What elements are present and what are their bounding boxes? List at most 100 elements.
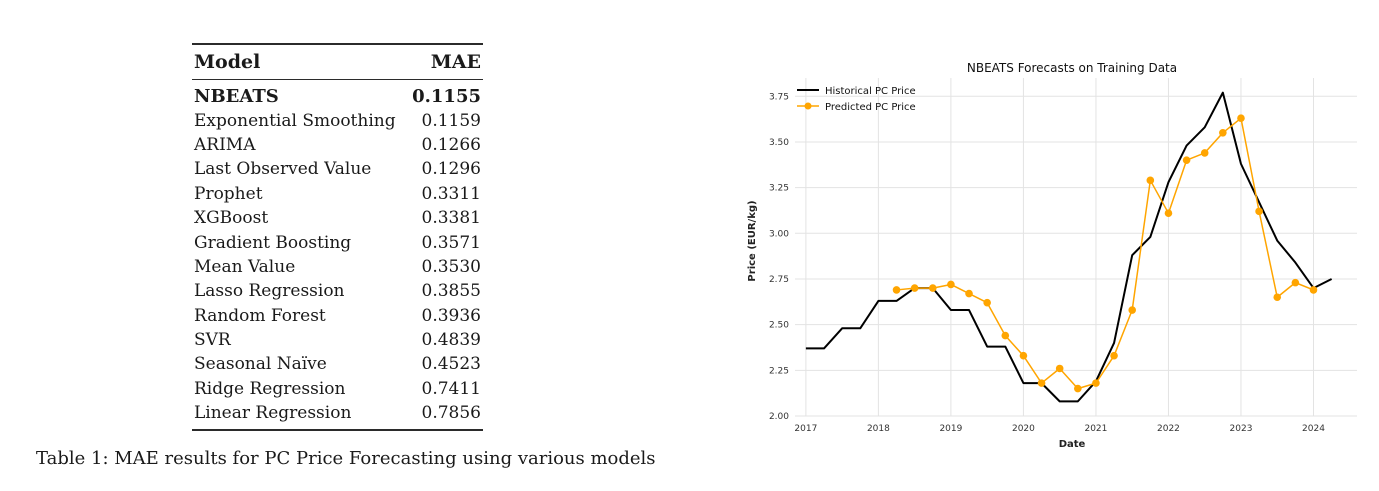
table-caption: Table 1: MAE results for PC Price Foreca…: [36, 448, 656, 469]
table-row: Gradient Boosting 0.3571: [192, 230, 483, 254]
predicted-price-point: [910, 284, 919, 292]
predicted-price-line: [896, 117, 1314, 390]
mae-value: 0.3381: [421, 208, 481, 229]
y-tick-label: 3.00: [769, 229, 789, 239]
x-tick-label: 2019: [939, 424, 962, 434]
mae-value: 0.1159: [421, 110, 481, 131]
predicted-price-point: [928, 284, 937, 292]
x-tick-label: 2020: [1012, 424, 1035, 434]
x-tick-label: 2018: [867, 424, 890, 434]
mae-value: 0.4839: [421, 330, 481, 351]
table-row: Linear Regression 0.7856: [192, 401, 483, 425]
predicted-price-point: [1146, 176, 1155, 185]
table-row: Exponential Smoothing 0.1159: [192, 108, 483, 132]
y-tick-label: 2.25: [769, 366, 789, 376]
predicted-price-point: [1182, 156, 1191, 165]
model-name: Seasonal Naïve: [194, 354, 327, 375]
y-axis-label: Price (EUR/kg): [747, 200, 758, 281]
predicted-price-point: [965, 289, 973, 298]
x-tick-label: 2023: [1230, 424, 1253, 434]
historical-price-line: [805, 91, 1333, 403]
y-tick-label: 2.75: [769, 275, 789, 285]
mae-value: 0.3855: [421, 281, 481, 302]
mae-value: 0.7411: [421, 378, 481, 399]
x-tick-label: 2021: [1084, 424, 1107, 434]
table-row: Ridge Regression 0.7411: [192, 377, 483, 401]
predicted-price-point: [1237, 114, 1245, 122]
model-name: Linear Regression: [194, 403, 352, 424]
legend-predicted-marker: [804, 102, 812, 110]
table-row: NBEATS 0.1155: [192, 84, 483, 108]
predicted-price-point: [983, 298, 991, 307]
x-tick-label: 2022: [1157, 424, 1180, 434]
table-mid-rule: [192, 79, 483, 80]
mae-value: 0.3936: [421, 305, 481, 326]
predicted-price-point: [1128, 306, 1136, 314]
predicted-price-point: [1110, 351, 1118, 360]
predicted-price-point: [1291, 278, 1300, 287]
predicted-price-point: [1074, 384, 1082, 393]
x-tick-label: 2017: [794, 424, 817, 434]
mae-value: 0.7856: [421, 403, 481, 424]
table-row: ARIMA 0.1266: [192, 133, 483, 157]
chart-grid: [795, 78, 1357, 417]
chart-series: [805, 91, 1333, 403]
legend-predicted-label: Predicted PC Price: [825, 102, 916, 113]
model-name: ARIMA: [194, 134, 256, 155]
predicted-price-point: [1164, 209, 1173, 217]
y-tick-label: 2.00: [769, 412, 789, 422]
model-name: Ridge Regression: [194, 378, 346, 399]
mae-value: 0.3571: [421, 232, 481, 253]
predicted-price-point: [1092, 379, 1100, 387]
header-mae: MAE: [430, 51, 481, 73]
table-bottom-rule: [192, 429, 483, 432]
nbeats-forecast-chart: NBEATS Forecasts on Training Data 2017 20…: [747, 61, 1357, 450]
table-row: Random Forest 0.3936: [192, 304, 483, 328]
predicted-price-point: [1200, 149, 1209, 157]
model-name: Last Observed Value: [194, 159, 372, 180]
model-name: Gradient Boosting: [194, 232, 352, 253]
mae-value: 0.1155: [412, 85, 481, 107]
mae-value: 0.4523: [421, 354, 481, 375]
y-tick-label: 3.75: [769, 92, 789, 102]
predicted-price-point: [1273, 293, 1282, 302]
y-tick-label: 2.50: [769, 321, 789, 331]
predicted-price-point: [1219, 129, 1227, 137]
y-tick-label: 3.25: [769, 184, 789, 194]
header-model: Model: [194, 51, 261, 73]
x-axis-label: Date: [1059, 439, 1086, 450]
table-row: Seasonal Naïve 0.4523: [192, 352, 483, 376]
mae-value: 0.3530: [421, 256, 481, 277]
model-name: Lasso Regression: [194, 281, 345, 302]
mae-value: 0.1296: [421, 159, 481, 180]
y-tick-label: 3.50: [769, 138, 789, 148]
model-name: SVR: [194, 330, 231, 351]
predicted-price-point: [892, 286, 901, 294]
model-name: XGBoost: [194, 208, 269, 229]
predicted-price-point: [1309, 286, 1318, 294]
table-row: Mean Value 0.3530: [192, 255, 483, 279]
x-tick-label: 2024: [1302, 424, 1325, 434]
legend-historical-label: Historical PC Price: [825, 86, 916, 97]
predicted-price-point: [1019, 351, 1028, 360]
mae-value: 0.1266: [421, 134, 481, 155]
mae-value: 0.3311: [421, 183, 481, 204]
model-name: Exponential Smoothing: [194, 110, 396, 131]
table-row: Lasso Regression 0.3855: [192, 279, 483, 303]
table-header-row: Model MAE: [192, 45, 483, 79]
table-row: SVR 0.4839: [192, 328, 483, 352]
table-row: XGBoost 0.3381: [192, 206, 483, 230]
predicted-price-point: [1037, 379, 1046, 387]
model-name: Prophet: [194, 183, 263, 204]
model-name: Mean Value: [194, 256, 296, 277]
predicted-price-point: [1055, 364, 1064, 373]
predicted-price-point: [1001, 331, 1010, 340]
mae-results-table: Model MAE NBEATS 0.1155 Exponential Smoot…: [192, 43, 483, 432]
predicted-price-point: [1255, 207, 1263, 216]
predicted-price-point: [947, 280, 955, 289]
table-body: NBEATS 0.1155 Exponential Smoothing 0.1159…: [192, 80, 483, 429]
model-name: Random Forest: [194, 305, 326, 326]
chart-ticks: 2017 2018 2019 2020 2021 2022 2023 2024 2.00 2.25…: [769, 92, 1325, 434]
model-name: NBEATS: [194, 85, 279, 107]
chart-title: NBEATS Forecasts on Training Data: [967, 61, 1177, 75]
